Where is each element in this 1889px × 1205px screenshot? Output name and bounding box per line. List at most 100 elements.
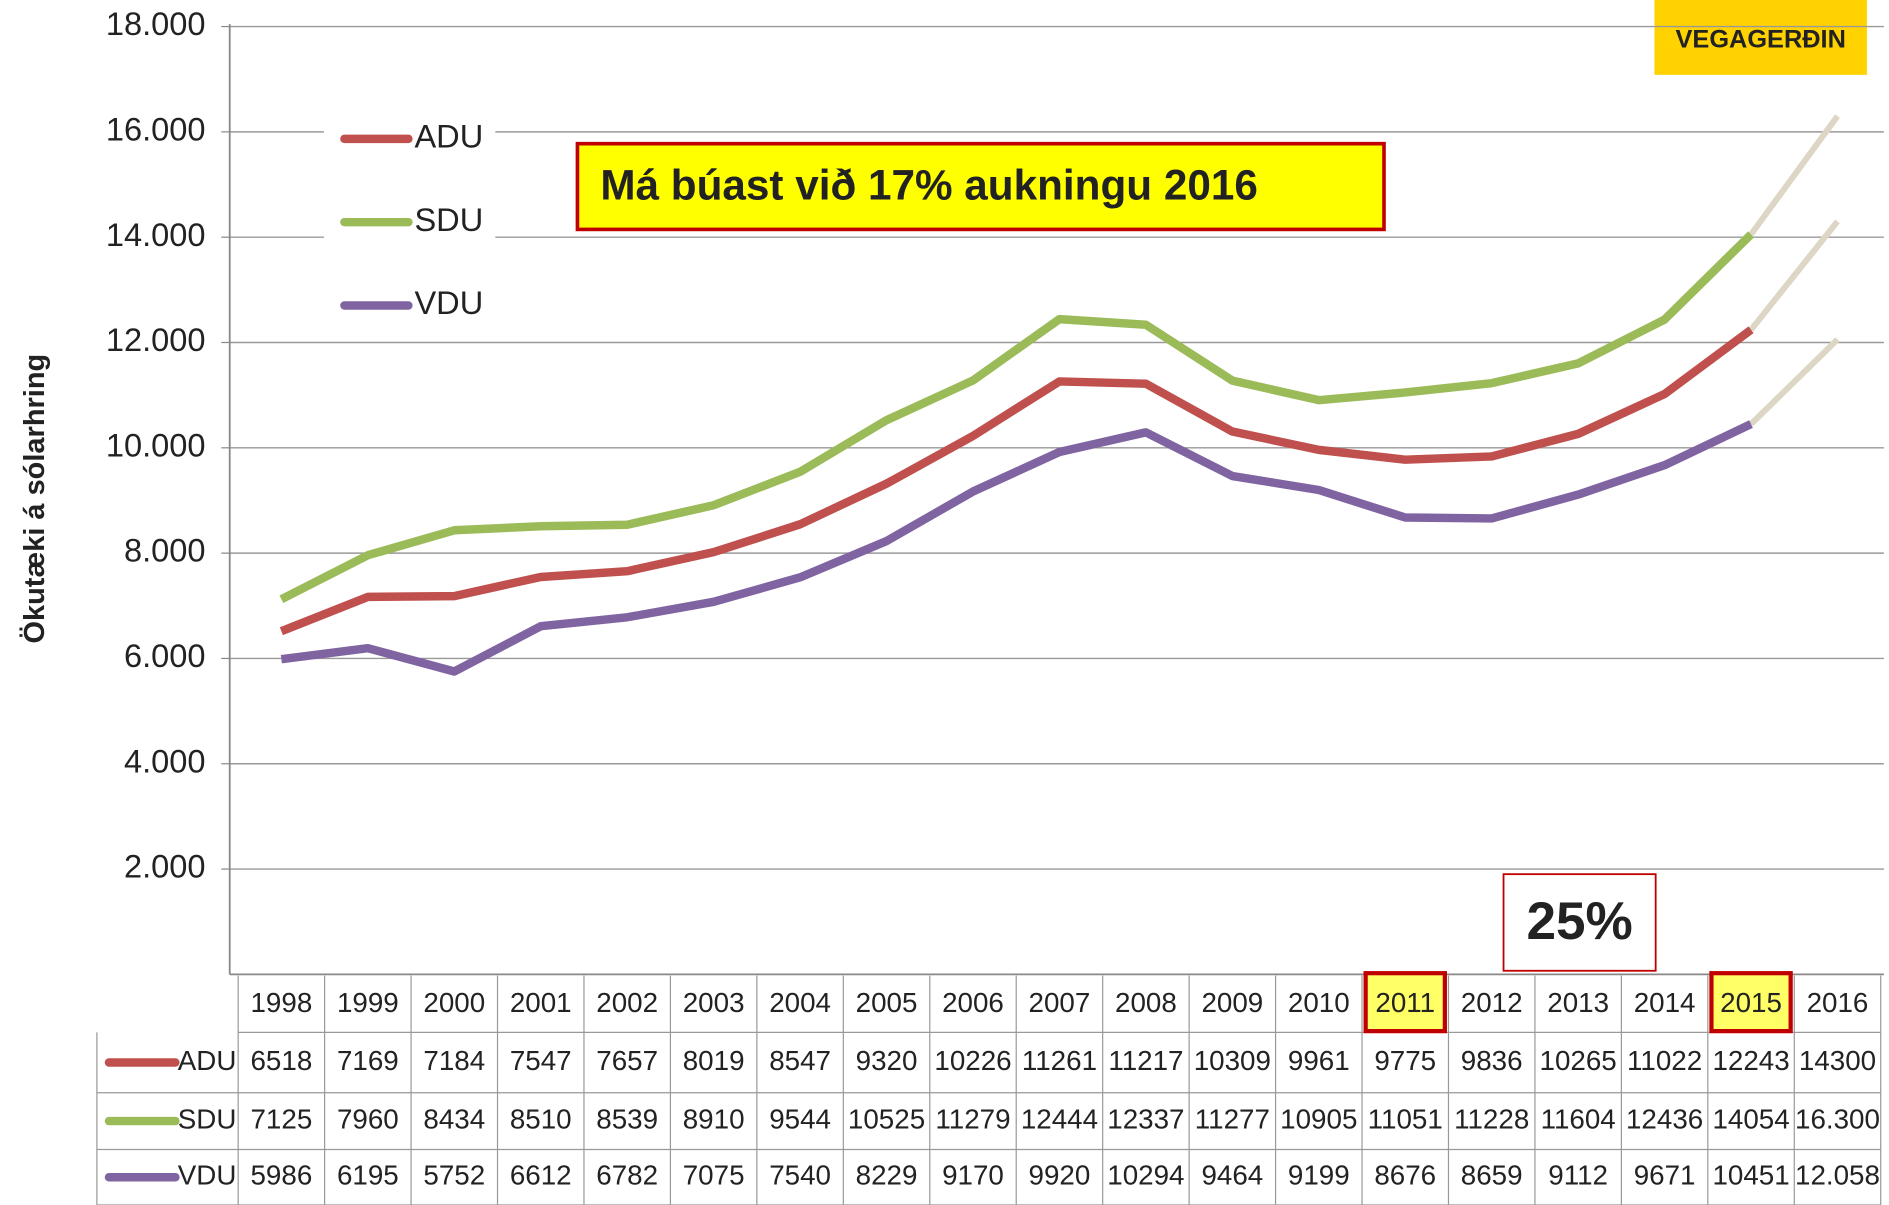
y-tick-label: 18.000 [106, 5, 206, 42]
legend-label: SDU [178, 1103, 237, 1134]
table-cell: 9961 [1288, 1045, 1350, 1076]
x-tick-label: 2004 [769, 987, 831, 1018]
table-cell: 14054 [1712, 1103, 1789, 1134]
line [279, 231, 1755, 603]
table-cell: 8510 [510, 1103, 572, 1134]
table-cell: 10525 [848, 1103, 925, 1134]
table-cell: 8539 [596, 1103, 658, 1134]
x-tick-label: 2016 [1807, 987, 1869, 1018]
x-tick-label: 2006 [942, 987, 1004, 1018]
table-cell: 6782 [596, 1160, 658, 1191]
table-cell: 9775 [1374, 1045, 1436, 1076]
table-cell: 6518 [250, 1045, 312, 1076]
logo-box [1654, 0, 1867, 75]
legend-label: VDU [178, 1160, 237, 1191]
table-cell: 7540 [769, 1160, 831, 1191]
legend-label: ADU [414, 117, 483, 154]
table-cell: 11022 [1627, 1045, 1702, 1076]
legend-label: SDU [414, 201, 483, 238]
table-cell: 12436 [1626, 1103, 1703, 1134]
table-cell: 11604 [1541, 1103, 1616, 1134]
table-cell: 7547 [510, 1045, 572, 1076]
table-cell: 6195 [337, 1160, 399, 1191]
table-cell: 11261 [1022, 1045, 1097, 1076]
x-tick-label: 2013 [1547, 987, 1609, 1018]
table-cell: 12.058 [1795, 1160, 1880, 1191]
table-cell: 11228 [1454, 1103, 1529, 1134]
x-tick-label: 2008 [1115, 987, 1177, 1018]
line [279, 326, 1754, 636]
table-cell: 16.300 [1795, 1103, 1880, 1134]
annotation-box [1502, 873, 1657, 972]
table-cell: 9170 [942, 1160, 1004, 1191]
table-cell: 10226 [934, 1045, 1011, 1076]
legend-label: ADU [178, 1045, 237, 1076]
table-cell: 9464 [1201, 1160, 1263, 1191]
table-cell: 8434 [423, 1103, 485, 1134]
x-tick-label: 2005 [856, 987, 918, 1018]
x-tick-label: 2014 [1634, 987, 1696, 1018]
table-cell: 12243 [1712, 1045, 1789, 1076]
x-tick-label: 1999 [337, 987, 399, 1018]
table-cell: 9671 [1634, 1160, 1696, 1191]
highlight [1363, 971, 1447, 1034]
forecast-line [1748, 219, 1840, 332]
table-cell: 10309 [1194, 1045, 1271, 1076]
annotation: Má búast við 17% aukningu 2016 [600, 162, 1257, 209]
table-cell: 9836 [1461, 1045, 1523, 1076]
x-tick-label: 2015 [1720, 987, 1782, 1018]
x-tick-label: 2011 [1375, 987, 1435, 1018]
x-tick-label: 2007 [1029, 987, 1091, 1018]
table-cell: 12444 [1021, 1103, 1098, 1134]
x-tick-label: 2009 [1201, 987, 1263, 1018]
table-cell: 9199 [1288, 1160, 1350, 1191]
table-cell: 8019 [683, 1045, 745, 1076]
table-cell: 7657 [596, 1045, 658, 1076]
forecast-line [1748, 114, 1840, 237]
x-tick-label: 2003 [683, 987, 745, 1018]
table-cell: 5986 [250, 1160, 312, 1191]
table-cell: 7169 [337, 1045, 399, 1076]
y-axis-label: Ökutæki á sólarhring [18, 354, 51, 644]
table-cell: 8547 [769, 1045, 831, 1076]
table-cell: 7184 [423, 1045, 485, 1076]
y-tick-label: 12.000 [106, 321, 206, 358]
table-cell: 10294 [1107, 1160, 1184, 1191]
table-cell: 5752 [423, 1160, 485, 1191]
x-tick-label: 2010 [1288, 987, 1350, 1018]
annotation-box [575, 141, 1386, 232]
logo: VEGAGERÐIN [1676, 26, 1846, 54]
table-cell: 8659 [1461, 1160, 1523, 1191]
table-cell: 6612 [510, 1160, 572, 1191]
table-cell: 10265 [1540, 1045, 1617, 1076]
x-tick-label: 2000 [423, 987, 485, 1018]
table-cell: 8910 [683, 1103, 745, 1134]
y-tick-label: 8.000 [124, 532, 206, 569]
table-cell: 7075 [683, 1160, 745, 1191]
table-cell: 9320 [856, 1045, 918, 1076]
table-cell: 9920 [1029, 1160, 1091, 1191]
highlight [1709, 971, 1793, 1034]
table-cell: 7125 [250, 1103, 312, 1134]
table-cell: 9544 [769, 1103, 831, 1134]
forecast-line [1748, 337, 1840, 427]
table-cell: 10905 [1280, 1103, 1357, 1134]
legend-label: VDU [414, 284, 483, 321]
y-tick-label: 14.000 [106, 216, 206, 253]
table-cell: 9112 [1548, 1160, 1608, 1191]
annotation: 25% [1526, 892, 1632, 951]
y-tick-label: 10.000 [106, 426, 206, 463]
y-tick-label: 16.000 [106, 110, 206, 147]
table-cell: 7960 [337, 1103, 399, 1134]
table-cell: 11279 [935, 1103, 1010, 1134]
y-tick-label: 2.000 [124, 848, 206, 885]
table-cell: 11217 [1108, 1045, 1183, 1076]
y-tick-label: 6.000 [124, 637, 206, 674]
table-cell: 10451 [1712, 1160, 1789, 1191]
table-cell: 14300 [1799, 1045, 1876, 1076]
line [280, 420, 1753, 676]
table-cell: 11277 [1195, 1103, 1270, 1134]
table-cell: 11051 [1368, 1103, 1443, 1134]
table-cell: 12337 [1107, 1103, 1184, 1134]
